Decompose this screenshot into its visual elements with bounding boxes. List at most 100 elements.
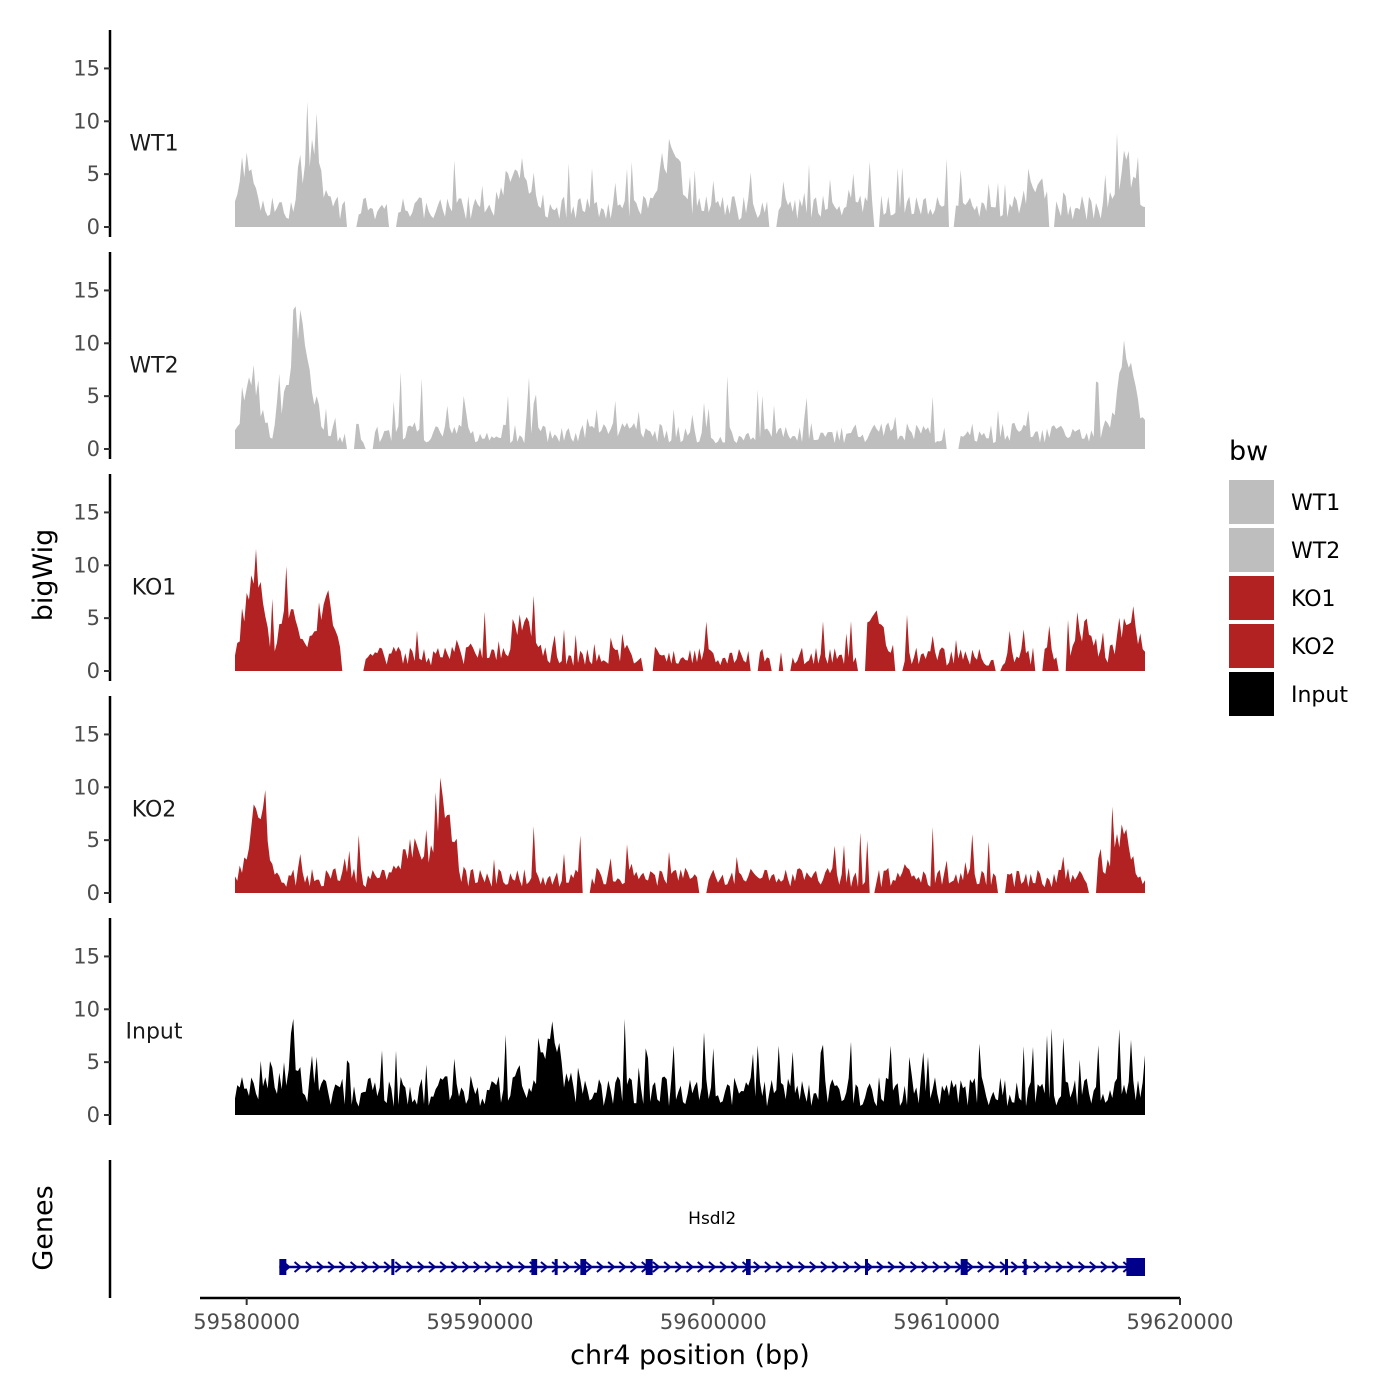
y-tick-label: 10 [73, 553, 100, 577]
track-label-wt2: WT2 [129, 353, 178, 378]
track-label-wt1: WT1 [129, 131, 178, 156]
y-axis-title: bigWig [28, 529, 59, 622]
y-tick-label: 0 [87, 215, 100, 239]
x-axis: chr4 position (bp) 59580000 59590000 59600… [193, 1296, 1234, 1371]
strand-chevron [439, 1261, 448, 1273]
strand-chevron [685, 1261, 695, 1273]
y-tick-label: 15 [73, 944, 100, 968]
strand-chevron [305, 1261, 314, 1273]
strand-chevron [585, 1261, 594, 1273]
x-tick-label: 59620000 [1127, 1310, 1234, 1334]
strand-chevron [932, 1261, 941, 1273]
strand-chevron [730, 1261, 739, 1273]
legend-swatch-wt2 [1229, 528, 1274, 572]
strand-chevron [629, 1261, 639, 1273]
strand-chevron [495, 1261, 504, 1273]
y-tick-label: 10 [73, 997, 100, 1021]
track-panel-ko2: 0 5 10 15 KO2 [73, 696, 1145, 905]
strand-chevron [450, 1261, 459, 1273]
strand-chevron [383, 1261, 392, 1273]
strand-chevron [428, 1261, 437, 1273]
exon-block [645, 1259, 653, 1275]
x-tick-label: 59590000 [427, 1310, 534, 1334]
legend: bw WT1 WT2 KO1 KO2 Input [1229, 436, 1348, 716]
exon-block [391, 1259, 395, 1275]
gene-track: Genes Hsdl2 [28, 1160, 1145, 1298]
strand-chevron [316, 1261, 325, 1273]
strand-chevron [293, 1261, 303, 1273]
x-tick-label: 59580000 [193, 1310, 300, 1334]
signal-area-ko1 [235, 549, 1145, 671]
signal-area-wt2 [235, 306, 1145, 449]
exon-block [960, 1259, 968, 1275]
legend-label-input: Input [1291, 683, 1348, 708]
y-tick-label: 0 [87, 659, 100, 683]
track-label-ko2: KO2 [132, 797, 177, 822]
strand-chevron [797, 1261, 807, 1273]
strand-chevron [1055, 1261, 1064, 1273]
strand-chevron [349, 1261, 359, 1273]
strand-chevron [1077, 1261, 1087, 1273]
strand-chevron [1033, 1261, 1042, 1273]
strand-chevron [764, 1261, 773, 1273]
strand-chevron [517, 1261, 527, 1273]
exon-block [1023, 1259, 1027, 1275]
strand-chevron [820, 1261, 829, 1273]
y-tick-label: 5 [87, 384, 100, 408]
strand-chevron [674, 1261, 683, 1273]
y-tick-label: 5 [87, 828, 100, 852]
y-tick-label: 0 [87, 437, 100, 461]
strand-chevron [618, 1261, 627, 1273]
strand-chevron [1010, 1261, 1019, 1273]
y-tick-label: 5 [87, 1050, 100, 1074]
y-tick-label: 5 [87, 162, 100, 186]
strand-chevron [988, 1261, 997, 1273]
y-tick-label: 15 [73, 278, 100, 302]
y-tick-label: 10 [73, 331, 100, 355]
exon-block [554, 1259, 558, 1275]
strand-chevron [921, 1261, 930, 1273]
x-tick-label: 59600000 [660, 1310, 767, 1334]
signal-area-input [235, 1018, 1145, 1115]
strand-chevron [831, 1261, 840, 1273]
strand-chevron [506, 1261, 515, 1273]
legend-swatch-ko1 [1229, 576, 1274, 620]
track-panel-ko1: 0 5 10 15 KO1 [73, 474, 1145, 683]
strand-chevron [562, 1261, 571, 1273]
strand-chevron [697, 1261, 706, 1273]
y-tick-label: 5 [87, 606, 100, 630]
strand-chevron [1066, 1261, 1075, 1273]
exon-block [1005, 1259, 1008, 1275]
strand-chevron [809, 1261, 818, 1273]
strand-chevron [551, 1261, 560, 1273]
legend-label-wt2: WT2 [1291, 539, 1340, 564]
exon-block [580, 1259, 587, 1275]
strand-chevron [753, 1261, 762, 1273]
bigwig-tracks: 0 5 10 15 WT1 0 5 10 15 WT2 0 5 10 15 KO1 0 5 10 15 KO2 0 5 10… [73, 30, 1145, 1127]
strand-chevron [965, 1261, 975, 1273]
legend-label-ko2: KO2 [1291, 635, 1336, 660]
legend-title: bw [1229, 436, 1268, 467]
exon-block [865, 1259, 868, 1275]
strand-chevron [540, 1261, 549, 1273]
strand-chevron [596, 1261, 605, 1273]
strand-chevron [663, 1261, 672, 1273]
strand-chevron [1089, 1261, 1098, 1273]
y-tick-label: 0 [87, 881, 100, 905]
strand-chevron [853, 1261, 863, 1273]
strand-chevron [461, 1261, 471, 1273]
track-panel-input: 0 5 10 15 Input [73, 918, 1145, 1127]
legend-label-ko1: KO1 [1291, 587, 1336, 612]
y-tick-label: 15 [73, 56, 100, 80]
strand-chevron [327, 1261, 336, 1273]
legend-label-wt1: WT1 [1291, 491, 1340, 516]
strand-chevron [708, 1261, 717, 1273]
exon-block [531, 1259, 538, 1275]
strand-chevron [719, 1261, 728, 1273]
gene-name-label: Hsdl2 [688, 1209, 736, 1229]
y-tick-label: 15 [73, 722, 100, 746]
strand-chevron [775, 1261, 784, 1273]
strand-chevron [977, 1261, 986, 1273]
strand-chevron [338, 1261, 347, 1273]
